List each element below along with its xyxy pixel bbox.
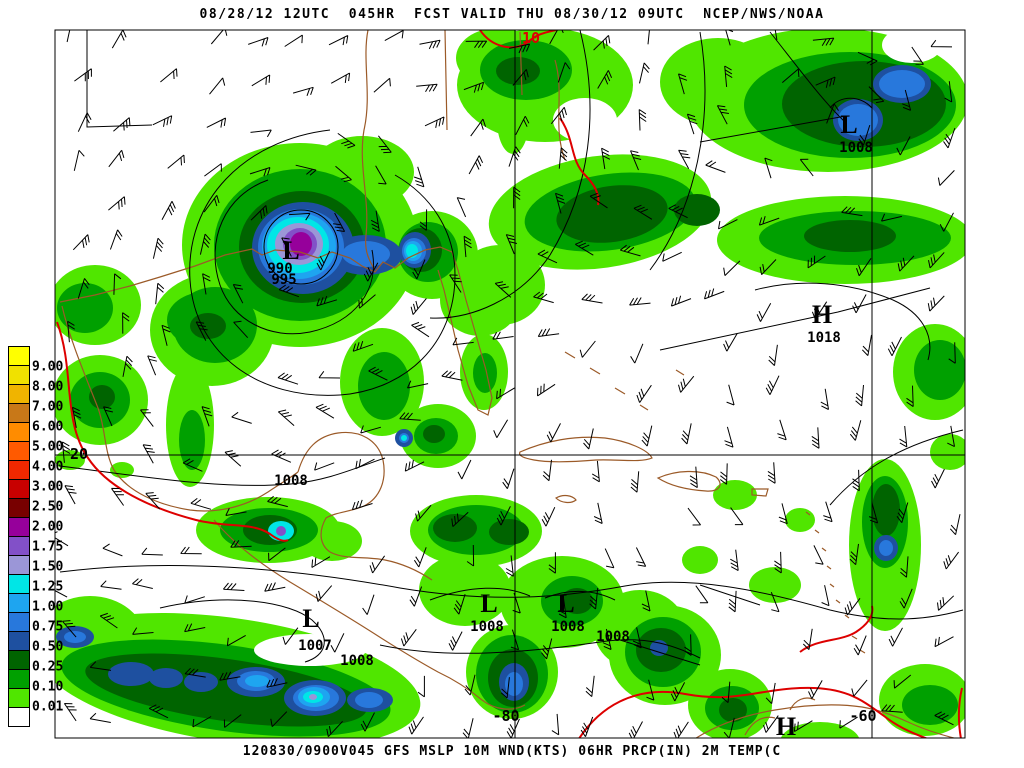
colorbar-swatch bbox=[8, 479, 30, 499]
colorbar-tick-label: 5.00 bbox=[32, 439, 64, 455]
colorbar-tick-label: 6.00 bbox=[32, 419, 64, 435]
colorbar-tick-label: 1.25 bbox=[32, 579, 64, 595]
colorbar-swatch bbox=[8, 650, 30, 670]
colorbar-swatch bbox=[8, 403, 30, 423]
precip-core bbox=[275, 223, 323, 700]
footer-title: 120830/0900V045 GFS MSLP 10M WND(KTS) 06… bbox=[242, 744, 782, 759]
header-title: 08/28/12 12UTC 045HR FCST VALID THU 08/3… bbox=[199, 7, 825, 22]
colorbar-swatch bbox=[8, 422, 30, 442]
colorbar-swatch bbox=[8, 612, 30, 632]
colorbar-swatch bbox=[8, 688, 30, 708]
colorbar-swatch bbox=[8, 574, 30, 594]
colorbar-tick-label: 7.00 bbox=[32, 399, 64, 415]
colorbar-swatch bbox=[8, 707, 30, 727]
colorbar-tick-label: 0.10 bbox=[32, 679, 64, 695]
precip-colorbar bbox=[8, 346, 30, 727]
dry-gaps bbox=[254, 30, 942, 666]
colorbar-tick-label: 3.00 bbox=[32, 479, 64, 495]
colorbar-tick-label: 2.00 bbox=[32, 519, 64, 535]
colorbar-tick-label: 1.75 bbox=[32, 539, 64, 555]
colorbar-tick-label: 0.75 bbox=[32, 619, 64, 635]
colorbar-tick-label: 0.25 bbox=[32, 659, 64, 675]
colorbar-tick-label: 2.50 bbox=[32, 499, 64, 515]
coastlines bbox=[59, 30, 957, 738]
colorbar-swatch bbox=[8, 536, 30, 556]
colorbar-tick-label: 9.00 bbox=[32, 359, 64, 375]
colorbar-swatch bbox=[8, 669, 30, 689]
colorbar-swatch bbox=[8, 631, 30, 651]
colorbar-tick-label: 8.00 bbox=[32, 379, 64, 395]
colorbar-swatch bbox=[8, 460, 30, 480]
colorbar-swatch bbox=[8, 555, 30, 575]
colorbar-swatch bbox=[8, 384, 30, 404]
colorbar-tick-label: 0.50 bbox=[32, 639, 64, 655]
colorbar-swatch bbox=[8, 441, 30, 461]
map-layers bbox=[55, 30, 965, 738]
colorbar-tick-label: 1.50 bbox=[32, 559, 64, 575]
colorbar-tick-label: 0.01 bbox=[32, 699, 64, 715]
map-grid bbox=[54, 29, 966, 739]
colorbar-swatch bbox=[8, 498, 30, 518]
colorbar-tick-label: 4.00 bbox=[32, 459, 64, 475]
colorbar-swatch bbox=[8, 365, 30, 385]
isobars bbox=[59, 30, 964, 666]
colorbar-swatch bbox=[8, 593, 30, 613]
colorbar-swatch bbox=[8, 517, 30, 537]
colorbar-tick-label: 1.00 bbox=[32, 599, 64, 615]
colorbar-swatch bbox=[8, 346, 30, 366]
wind-barbs-layer bbox=[55, 30, 961, 738]
